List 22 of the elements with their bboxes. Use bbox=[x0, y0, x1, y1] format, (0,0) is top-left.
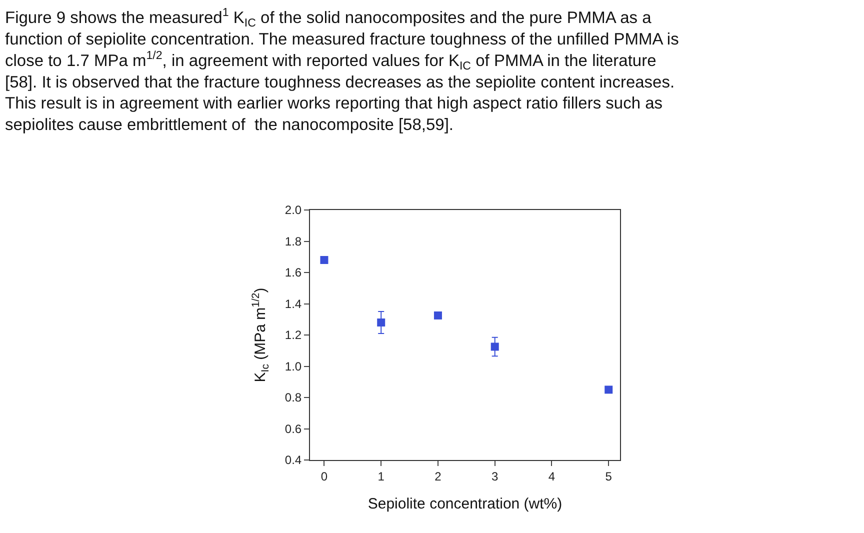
y-tick-label: 1.6 bbox=[284, 266, 302, 280]
x-tick-label: 0 bbox=[320, 469, 328, 484]
y-tick-label: 1.4 bbox=[284, 296, 302, 311]
y-tick-label: 2.0 bbox=[284, 203, 302, 218]
y-tick-label: 1.0 bbox=[284, 359, 302, 374]
point bbox=[490, 342, 499, 351]
point bbox=[604, 386, 613, 394]
y-tick-label: 0.4 bbox=[284, 453, 302, 468]
point bbox=[377, 318, 386, 326]
x-axis-title: Sepiolite concentration (wt%) bbox=[368, 495, 562, 512]
x-tick-label: 1 bbox=[378, 469, 385, 484]
y-tick-label: 0.8 bbox=[284, 390, 302, 405]
text: Figure 9 shows the measured$^{1}$ K$_{IC}$ of the solid nanocomposites and the pure PMMA as a function of sepiolite concentration. The measured fracture toughness of the unfilled PMMA is close to 1.7 MPa m$^{1/2}$, in agreement with reported values for K$_{IC}$ of PMMA in the literature [58]. It is observed that the fracture toughness decreases as the sepiolite content increases. This result is in agreement with earlier works reporting that high aspect ratio fillers such as sepiolites cause embrittlement of the nanocomposite [58,59]. bbox=[5, 7, 679, 134]
x-tick-label: 4 bbox=[548, 469, 556, 484]
y-tick-label: 1.8 bbox=[284, 234, 302, 248]
x-tick-label: 5 bbox=[605, 469, 612, 484]
y-tick-label: 1.2 bbox=[284, 328, 302, 342]
x-tick-label: 2 bbox=[434, 469, 442, 484]
point bbox=[434, 311, 442, 320]
point bbox=[320, 256, 328, 264]
y-tick-label: 0.6 bbox=[284, 422, 302, 436]
x-tick-label: 3 bbox=[492, 469, 499, 484]
